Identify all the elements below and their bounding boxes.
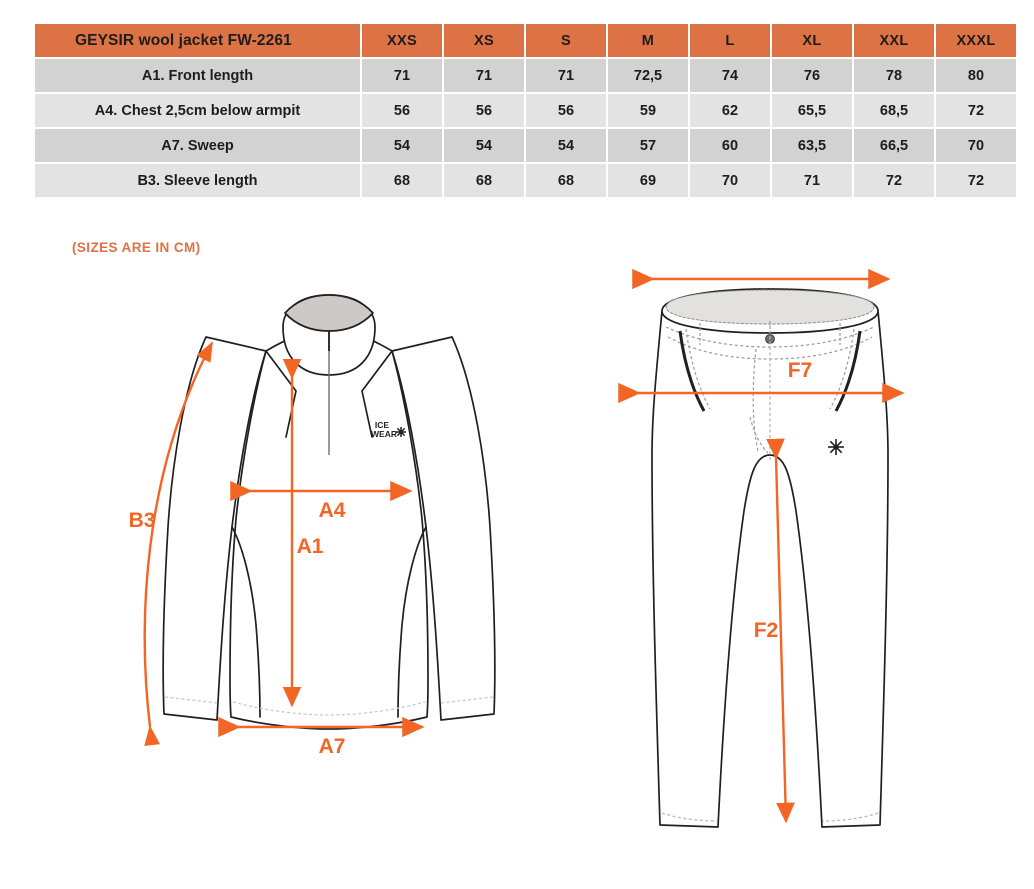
cell: 71	[362, 59, 442, 92]
cell: 59	[608, 94, 688, 127]
cell: 72	[936, 164, 1016, 197]
cell: 54	[444, 129, 524, 162]
cell: 62	[690, 94, 770, 127]
cell: 66,5	[854, 129, 934, 162]
measure-label-a7: A7	[319, 735, 346, 758]
table-header: GEYSIR wool jacket FW-2261 XXS XS S M L …	[35, 24, 1016, 57]
jacket-collar-opening	[284, 294, 374, 332]
jacket-body	[229, 326, 429, 730]
row-label: A1. Front length	[35, 59, 360, 92]
trousers-left-hem-stitching	[661, 812, 718, 822]
size-header-xxs: XXS	[362, 24, 442, 57]
trousers-waist-opening	[665, 289, 875, 325]
size-header-m: M	[608, 24, 688, 57]
row-label: A7. Sweep	[35, 129, 360, 162]
table-row: B3. Sleeve length 68 68 68 69 70 71 72 7…	[35, 164, 1016, 197]
size-header-xxl: XXL	[854, 24, 934, 57]
measure-label-b3: B3	[129, 509, 156, 532]
table-row: A1. Front length 71 71 71 72,5 74 76 78 …	[35, 59, 1016, 92]
size-header-s: S	[526, 24, 606, 57]
jacket-right-raglan-seam	[361, 350, 393, 438]
cell: 76	[772, 59, 852, 92]
cell: 70	[936, 129, 1016, 162]
table-title: GEYSIR wool jacket FW-2261	[35, 24, 360, 57]
measure-a4: A4	[230, 480, 413, 522]
cell: 54	[362, 129, 442, 162]
snowflake-icon	[396, 427, 406, 437]
measure-label-f6: F6	[758, 265, 783, 266]
trousers-right-pocket	[834, 330, 862, 412]
cell: 68,5	[854, 94, 934, 127]
logo-text-line1: ICE	[375, 420, 390, 430]
cell: 70	[690, 164, 770, 197]
cell: 68	[526, 164, 606, 197]
cell: 74	[690, 59, 770, 92]
trousers-illustration: F6 F7 F2	[618, 265, 905, 828]
measure-f2: F2	[754, 438, 795, 824]
table-row: A4. Chest 2,5cm below armpit 56 56 56 59…	[35, 94, 1016, 127]
table-row: A7. Sweep 54 54 54 57 60 63,5 66,5 70	[35, 129, 1016, 162]
measure-label-f2: F2	[754, 619, 779, 642]
jacket-right-cuff-stitching	[439, 696, 494, 704]
cell: 71	[772, 164, 852, 197]
cell: 71	[444, 59, 524, 92]
cell: 71	[526, 59, 606, 92]
logo-text-line2: WEAR	[371, 429, 397, 439]
table-header-row: GEYSIR wool jacket FW-2261 XXS XS S M L …	[35, 24, 1016, 57]
trousers-fly-stitching	[752, 348, 759, 452]
size-header-xs: XS	[444, 24, 524, 57]
cell: 60	[690, 129, 770, 162]
trousers-body	[651, 294, 889, 828]
trousers-right-hem-stitching	[822, 812, 879, 822]
jacket-right-sleeve	[391, 336, 496, 721]
measure-f6: F6	[632, 265, 891, 290]
cell: 68	[444, 164, 524, 197]
size-header-l: L	[690, 24, 770, 57]
trousers-left-pocket	[678, 330, 706, 412]
size-header-xxxl: XXXL	[936, 24, 1016, 57]
cell: 65,5	[772, 94, 852, 127]
cell: 80	[936, 59, 1016, 92]
cell: 57	[608, 129, 688, 162]
cell: 54	[526, 129, 606, 162]
cell: 56	[362, 94, 442, 127]
jacket-hem-stitching	[232, 701, 426, 716]
cell: 72	[936, 94, 1016, 127]
cell: 78	[854, 59, 934, 92]
measure-f7: F7	[618, 359, 905, 404]
row-label: A4. Chest 2,5cm below armpit	[35, 94, 360, 127]
jacket-illustration: ICE WEAR A4 A1 A7	[129, 294, 496, 758]
size-header-xl: XL	[772, 24, 852, 57]
cell: 69	[608, 164, 688, 197]
cell: 72	[854, 164, 934, 197]
size-chart-table: GEYSIR wool jacket FW-2261 XXS XS S M L …	[33, 22, 1018, 199]
cell: 56	[526, 94, 606, 127]
trousers-fly-curve	[749, 416, 769, 454]
illustrations-area: ICE WEAR A4 A1 A7	[0, 265, 1034, 885]
jacket-left-side-seam	[231, 526, 261, 718]
measure-b3: B3	[129, 341, 214, 747]
row-label: B3. Sleeve length	[35, 164, 360, 197]
cell: 72,5	[608, 59, 688, 92]
trousers-garment-outline	[651, 288, 889, 828]
units-note: (SIZES ARE IN CM)	[72, 240, 201, 255]
table-body: A1. Front length 71 71 71 72,5 74 76 78 …	[35, 59, 1016, 197]
measure-a7: A7	[218, 716, 425, 758]
jacket-right-side-seam	[397, 526, 427, 718]
ice-wear-logo: ICE WEAR	[371, 420, 406, 439]
measure-label-f7: F7	[788, 359, 813, 382]
measure-label-a1: A1	[297, 535, 324, 558]
snowflake-icon	[828, 439, 844, 455]
cell: 68	[362, 164, 442, 197]
measure-a1: A1	[282, 358, 324, 708]
measure-label-a4: A4	[319, 499, 346, 522]
cell: 63,5	[772, 129, 852, 162]
size-chart-table-container: GEYSIR wool jacket FW-2261 XXS XS S M L …	[33, 22, 1016, 199]
cell: 56	[444, 94, 524, 127]
